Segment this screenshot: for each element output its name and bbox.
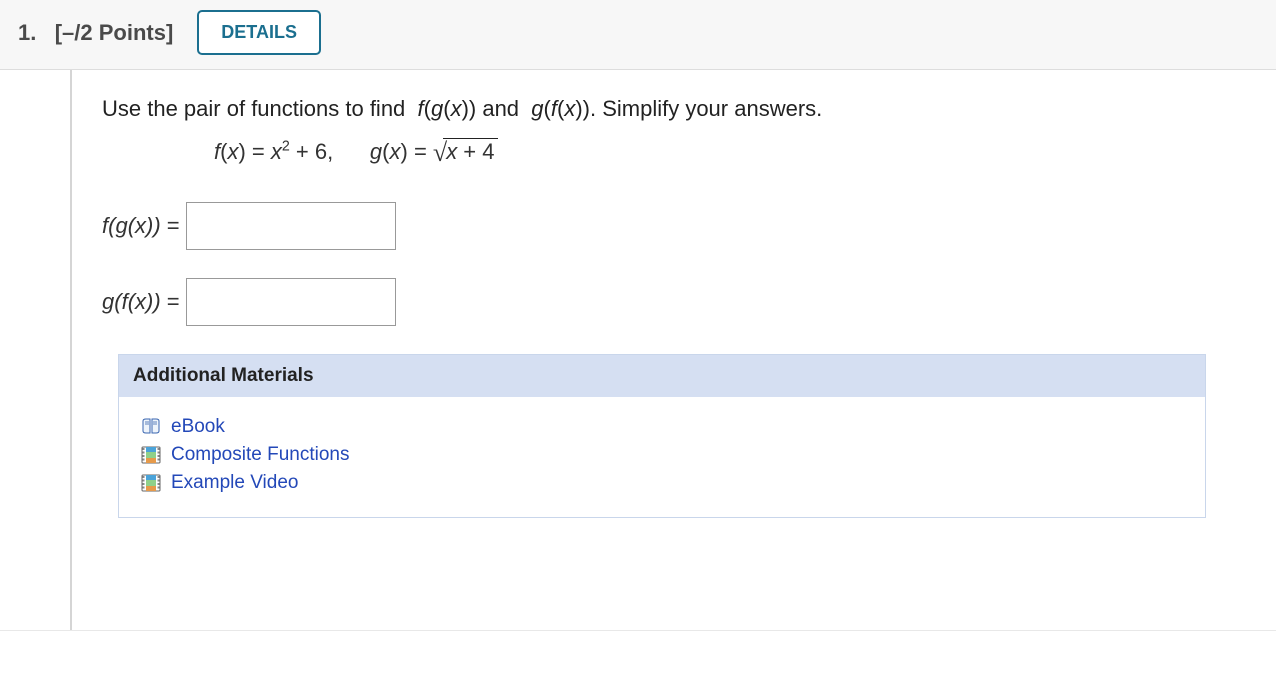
question-number: 1.	[18, 20, 36, 45]
prompt-text: Use the pair of functions to find f(g(x)…	[102, 96, 1246, 122]
prompt-suffix: Simplify your answers.	[602, 96, 822, 121]
book-icon	[141, 418, 161, 436]
exponent: 2	[282, 139, 290, 155]
function-definitions: f(x) = x2 + 6, g(x) = √x + 4	[214, 138, 1246, 168]
material-item-ebook: eBook	[141, 413, 1183, 441]
prompt-prefix: Use the pair of functions to find	[102, 96, 411, 121]
answer-row-gf: g(f(x)) =	[102, 278, 1246, 326]
fg-answer-input[interactable]	[186, 202, 396, 250]
prompt-and: and	[482, 96, 525, 121]
gf-answer-input[interactable]	[186, 278, 396, 326]
g-label: g	[370, 139, 382, 164]
content-wrap: Use the pair of functions to find f(g(x)…	[0, 70, 1276, 631]
f-label: f	[214, 139, 220, 164]
composite-functions-link[interactable]: Composite Functions	[171, 444, 349, 466]
question-points: [–/2 Points]	[55, 20, 174, 45]
details-button[interactable]: DETAILS	[197, 10, 321, 55]
question-content: Use the pair of functions to find f(g(x)…	[72, 70, 1276, 630]
sqrt-expression: √x + 4	[433, 138, 498, 168]
ebook-link[interactable]: eBook	[171, 416, 225, 438]
material-item-composite: Composite Functions	[141, 441, 1183, 469]
additional-materials-box: Additional Materials eBook	[118, 354, 1206, 518]
material-item-example: Example Video	[141, 469, 1183, 497]
eq-sign: =	[161, 213, 180, 238]
fg-label: f(g(x)) =	[102, 213, 180, 239]
film-icon	[141, 446, 161, 464]
film-icon-2	[141, 474, 161, 492]
left-gutter	[0, 70, 72, 630]
materials-header: Additional Materials	[119, 355, 1205, 397]
eq-sign-2: =	[161, 289, 180, 314]
example-video-link[interactable]: Example Video	[171, 472, 298, 494]
gf-label: g(f(x)) =	[102, 289, 180, 315]
answer-row-fg: f(g(x)) =	[102, 202, 1246, 250]
question-header-bar: 1. [–/2 Points] DETAILS	[0, 0, 1276, 70]
f-def-tail: + 6,	[290, 139, 333, 164]
materials-body: eBook Composite Functions	[119, 397, 1205, 517]
question-number-points: 1. [–/2 Points]	[18, 20, 173, 46]
